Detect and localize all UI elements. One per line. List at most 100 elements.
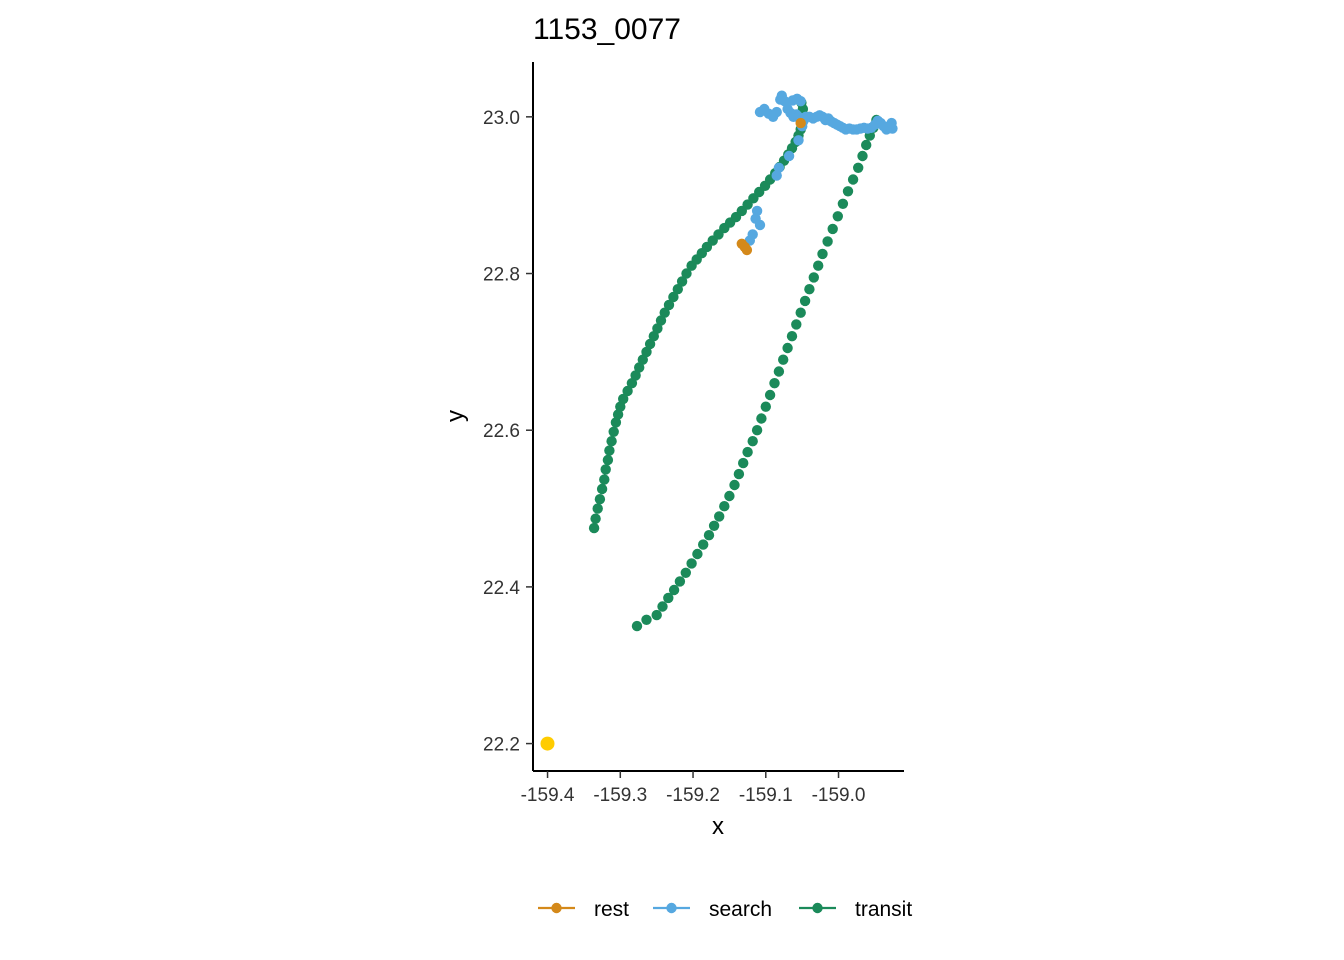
rest-point <box>741 244 753 256</box>
transit-point <box>847 174 859 185</box>
transit-point <box>606 436 617 447</box>
y-tick-label: 22.4 <box>483 578 520 599</box>
transit-point <box>791 319 802 330</box>
search-point <box>793 135 804 146</box>
y-tick-label: 22.6 <box>483 421 520 442</box>
transit-point <box>651 609 662 621</box>
transit-point <box>724 490 735 502</box>
transit-point <box>773 366 785 377</box>
transit-point <box>588 522 600 534</box>
search-point <box>795 96 806 107</box>
transit-point <box>703 530 715 541</box>
x-tick-label: -159.0 <box>812 785 866 806</box>
transit-point <box>813 260 824 271</box>
transit-point <box>729 479 740 491</box>
search-point <box>779 96 790 107</box>
transit-point <box>674 576 686 587</box>
transit-point <box>599 474 610 485</box>
transit-point <box>827 223 838 235</box>
transit-point <box>668 584 680 596</box>
transit-point <box>680 567 691 578</box>
y-tick-label: 22.8 <box>483 265 520 286</box>
search-point <box>887 123 898 134</box>
legend-label-transit: transit <box>855 898 912 921</box>
start-point-marker <box>540 736 555 751</box>
transit-point <box>644 338 656 350</box>
transit-point <box>663 299 675 311</box>
transit-point <box>786 331 798 342</box>
search-point <box>751 205 763 217</box>
transit-point <box>672 284 683 295</box>
x-tick-label: -159.1 <box>739 785 793 806</box>
transit-point <box>604 445 615 456</box>
transit-point <box>822 236 833 247</box>
transit-point <box>714 511 725 522</box>
legend-key-point <box>551 902 562 914</box>
transit-point <box>747 436 758 447</box>
transit-point <box>733 468 745 480</box>
transit-point <box>764 389 776 401</box>
transit-point <box>756 413 767 424</box>
rest-point <box>795 117 806 129</box>
transit-point <box>782 342 793 354</box>
transit-point <box>760 401 771 412</box>
transit-point <box>622 385 633 397</box>
chart-title: 1153_0077 <box>533 13 681 46</box>
transit-point <box>769 378 780 389</box>
transit-point <box>817 248 828 260</box>
transit-point <box>612 409 624 420</box>
transit-point <box>659 307 670 318</box>
transit-point <box>648 331 659 342</box>
transit-point <box>681 268 692 279</box>
transit-point <box>641 614 652 625</box>
y-tick-label: 23.0 <box>483 108 520 129</box>
legend-key-point <box>812 902 823 914</box>
transit-point <box>590 513 601 524</box>
transit-point <box>778 354 789 365</box>
transit-point <box>857 150 868 162</box>
transit-point <box>600 464 611 475</box>
transit-point <box>832 211 843 222</box>
transit-point <box>799 295 811 307</box>
y-tick-label: 22.2 <box>483 735 520 756</box>
transit-point <box>686 558 697 569</box>
transit-point <box>692 548 703 560</box>
transit-point <box>615 401 626 412</box>
transit-point <box>626 378 638 389</box>
transit-point <box>837 198 849 209</box>
x-axis-ticks: -159.4 -159.3 -159.2 -159.1 -159.0 <box>521 771 866 806</box>
transit-point <box>708 520 720 531</box>
transit-point <box>842 186 854 197</box>
transit-point <box>596 483 608 495</box>
transit-point <box>618 393 629 405</box>
transit-point <box>634 362 645 373</box>
transit-point <box>631 620 643 632</box>
transit-point <box>751 425 763 436</box>
search-point <box>773 162 785 173</box>
legend-label-search: search <box>709 898 772 921</box>
transit-point <box>641 346 652 358</box>
transit-point <box>742 446 753 458</box>
x-tick-label: -159.2 <box>666 785 720 806</box>
transit-point <box>738 457 749 469</box>
transit-point <box>594 494 606 505</box>
x-tick-label: -159.3 <box>593 785 647 806</box>
transit-point <box>608 426 619 437</box>
transit-point <box>610 417 622 428</box>
legend-label-rest: rest <box>594 898 629 921</box>
transit-point <box>804 284 815 295</box>
search-point <box>783 150 795 162</box>
y-axis-title: y <box>442 410 469 422</box>
legend: rest search transit <box>538 898 912 921</box>
transit-point <box>795 307 806 318</box>
legend-key-point <box>666 902 677 914</box>
transit-point <box>668 291 679 303</box>
transit-point <box>657 601 668 612</box>
transit-point <box>861 139 872 151</box>
transit-point <box>637 354 648 365</box>
y-axis-ticks: 22.2 22.4 22.6 22.8 23.0 <box>483 108 533 756</box>
transit-point <box>655 315 667 326</box>
transit-point <box>808 272 819 283</box>
x-axis-title: x <box>712 813 724 840</box>
